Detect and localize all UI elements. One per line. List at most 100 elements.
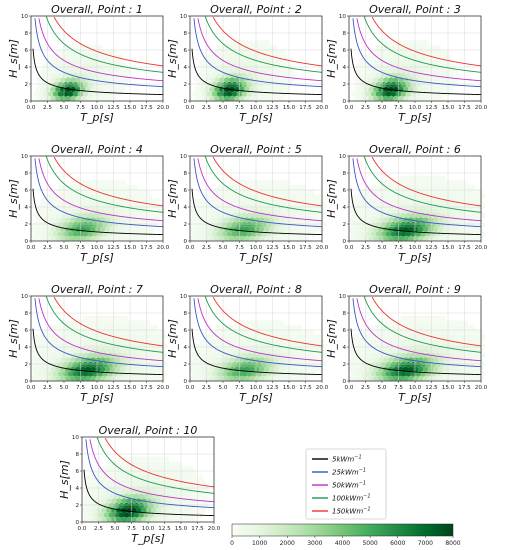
density-cell [430,184,436,191]
density-cell [75,58,81,65]
density-cell [393,375,399,382]
density-cell [194,217,201,223]
density-cell [141,516,147,523]
density-cell [390,221,397,228]
density-cell [256,221,263,228]
power-curve-50 [197,158,323,222]
density-cell [108,493,115,500]
density-cell [432,319,439,326]
density-cell [147,324,153,331]
density-cell [261,221,268,228]
density-cell [422,77,429,83]
density-cell [422,235,429,242]
density-cell [477,366,483,373]
density-cell [48,53,54,60]
density-cell [65,347,71,354]
density-cell [388,77,394,83]
density-cell [254,235,260,242]
density-cell [55,95,61,102]
x-tick-label: 2.5 [43,105,52,111]
density-cell [403,338,409,345]
density-cell [209,217,216,223]
density-cell [87,371,94,377]
density-cell [154,375,160,382]
density-cell [138,502,145,509]
density-cell [43,343,49,349]
density-cell [139,328,146,335]
density-cell [48,343,54,349]
density-cell [378,328,384,335]
density-cell [96,498,103,504]
density-cell [144,217,151,223]
power-curve-150 [212,156,323,207]
density-cell [398,48,404,55]
y-tick-label: 0 [342,239,346,245]
density-cell [241,212,248,219]
density-cell [263,375,270,382]
density-cell [278,375,285,382]
density-cell [246,221,253,228]
density-cell [256,81,263,88]
density-cell [57,352,64,359]
power-curves [350,296,482,376]
density-cell [219,375,225,382]
density-cell [356,343,362,349]
density-cell [373,366,379,373]
density-cell [92,53,99,60]
legend-entry: 5kWm−1 [332,455,362,464]
density-cell [291,324,297,331]
density-cell [99,512,105,518]
density-cell [224,95,230,102]
density-cell [469,352,476,359]
density-cell [194,86,201,93]
density-cell [199,58,206,65]
density-cell [246,371,253,377]
density-cell [85,347,91,354]
density-cell [385,324,392,331]
density-cell [107,221,113,228]
density-cell [400,81,407,88]
density-cell [85,95,91,102]
density-cell [123,512,130,518]
density-cell [283,235,290,242]
density-cell [45,328,52,335]
density-cell [103,493,110,500]
density-cell [378,58,384,65]
density-cell [168,465,174,472]
density-cell [192,361,198,368]
density-cell [100,95,106,102]
density-cell [398,328,404,335]
density-cell [192,212,198,219]
density-cell [283,77,290,83]
density-cell [224,77,230,83]
density-cell [192,221,198,228]
density-cell [117,91,123,97]
density-cell [408,235,414,242]
density-cell [273,77,280,83]
density-cell [231,53,238,60]
density-cell [263,188,270,195]
x-tick-label: 7.5 [394,385,403,391]
density-cell [427,235,434,242]
density-cell [455,324,461,331]
density-cell [67,221,74,228]
density-cell [244,179,250,186]
x-tick-label: 5.0 [378,105,387,111]
density-cell [45,77,52,83]
density-cell [70,328,76,335]
density-cell [366,203,372,209]
density-cell [192,203,198,209]
density-cell [224,347,230,354]
density-cell [180,507,187,514]
density-cell [116,516,122,523]
density-cell [35,375,42,382]
power-curve-50 [197,18,323,82]
density-cell [92,231,99,237]
density-cell [57,91,64,97]
density-cell [308,347,315,354]
density-cell [124,347,131,354]
density-cell [256,63,263,69]
density-cell [467,328,474,335]
density-cell [55,235,61,242]
